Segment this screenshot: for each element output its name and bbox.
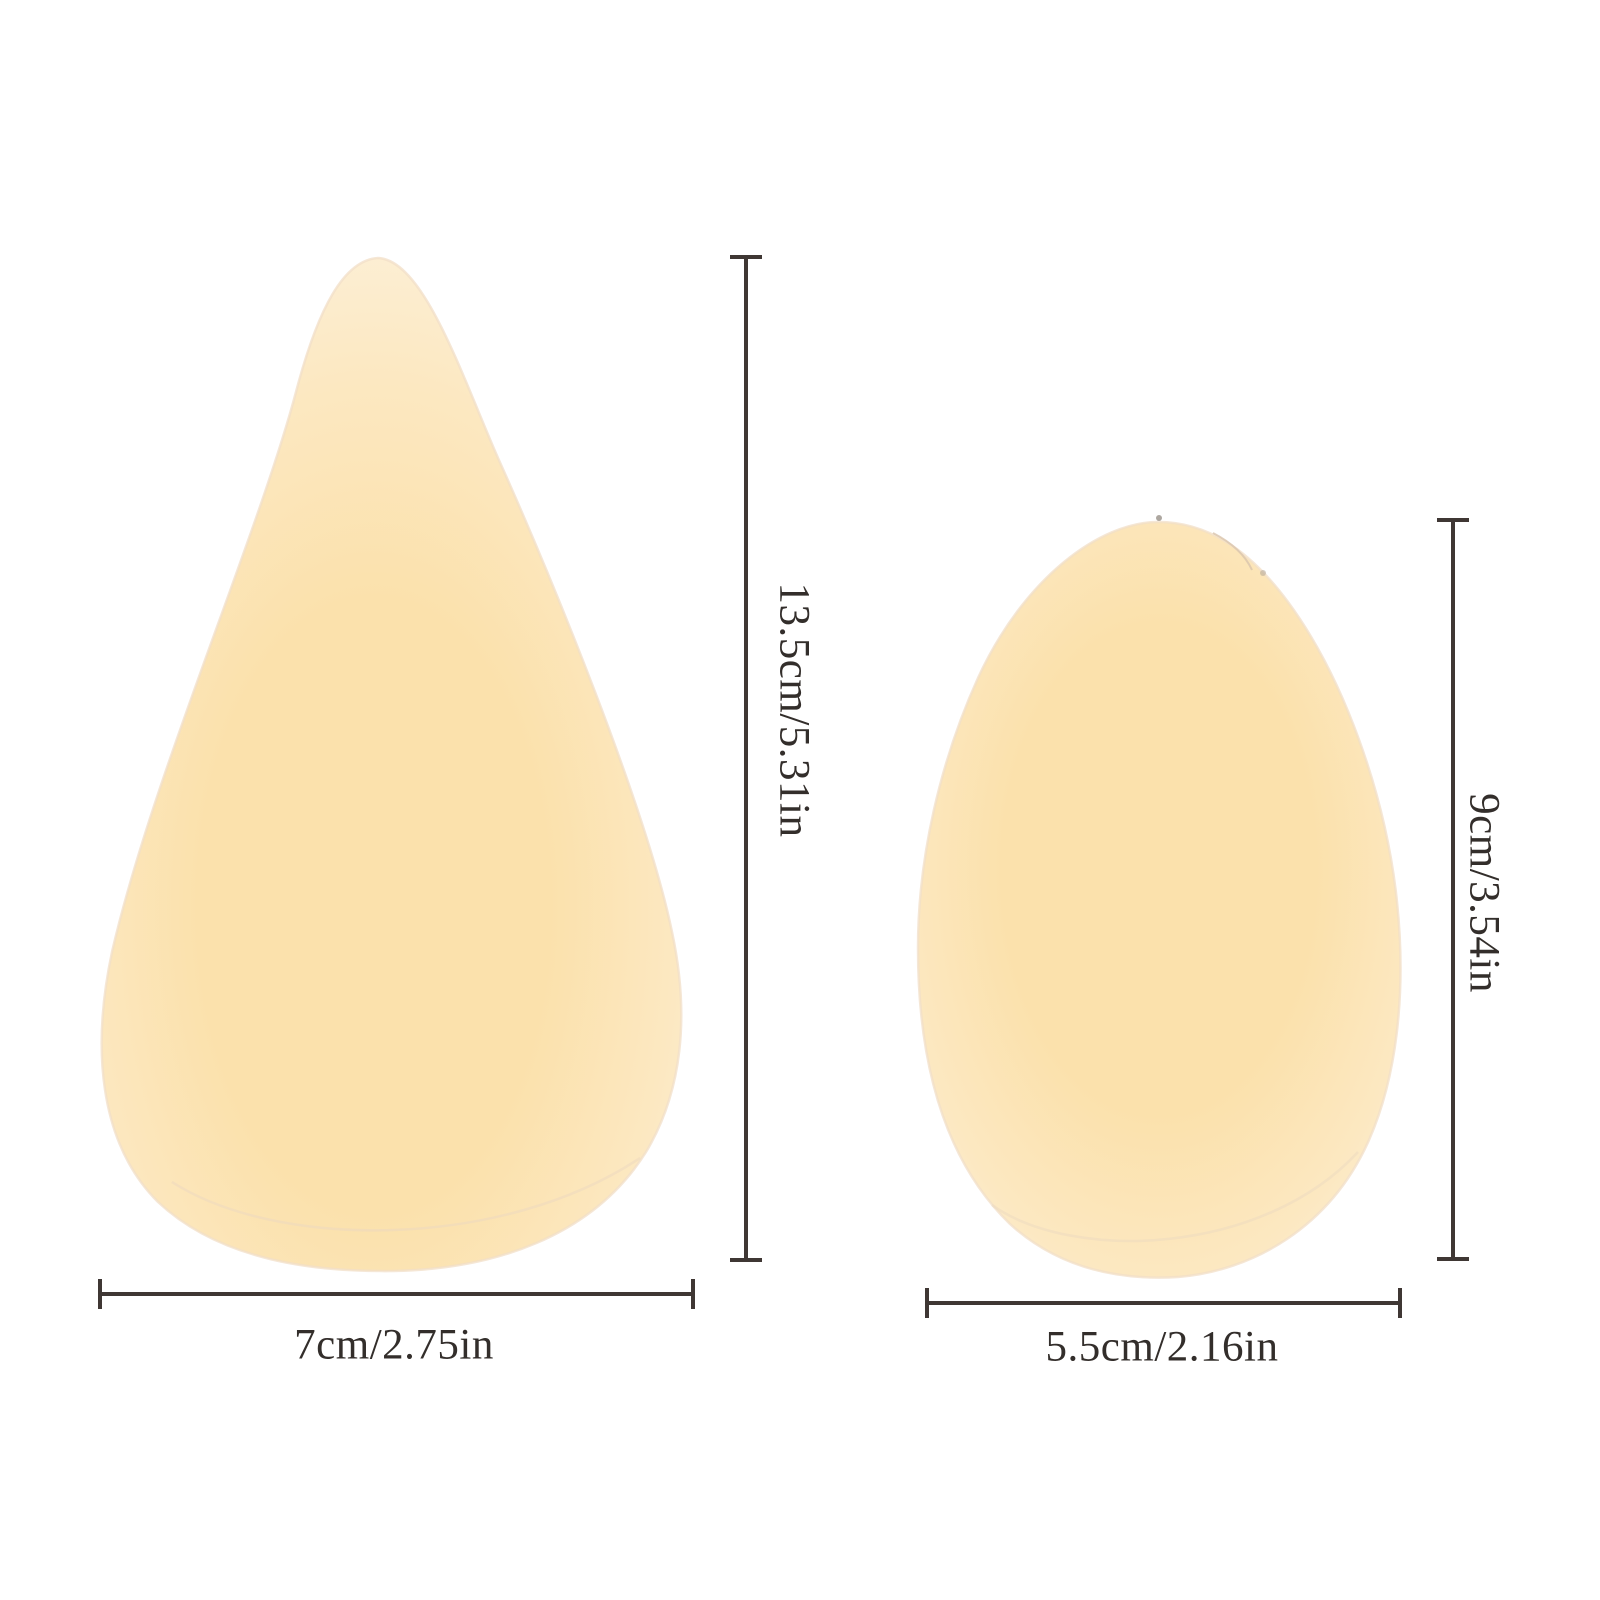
- small-pad-height-label: 9cm/3.54in: [1460, 793, 1508, 993]
- large-pad-inner-edge: [171, 1156, 641, 1232]
- large-pad-width-label: 7cm/2.75in: [294, 1321, 494, 1369]
- height-measure-line-small: [1437, 518, 1469, 1261]
- large-pad-height-label: 13.5cm/5.31in: [770, 582, 818, 838]
- small-pad-crease: [1212, 532, 1253, 571]
- height-measure-line-large: [730, 255, 762, 1262]
- small-pad-inner-edge: [991, 1151, 1359, 1243]
- small-pad-side-speck: [1260, 570, 1266, 576]
- width-measure-line-large: [98, 1279, 695, 1309]
- large-pad-shape: [100, 256, 683, 1273]
- small-pad-width-label: 5.5cm/2.16in: [1045, 1323, 1279, 1371]
- width-measure-line-small: [925, 1288, 1402, 1318]
- small-pad-top-speck: [1156, 515, 1162, 521]
- small-pad-shape: [916, 520, 1402, 1279]
